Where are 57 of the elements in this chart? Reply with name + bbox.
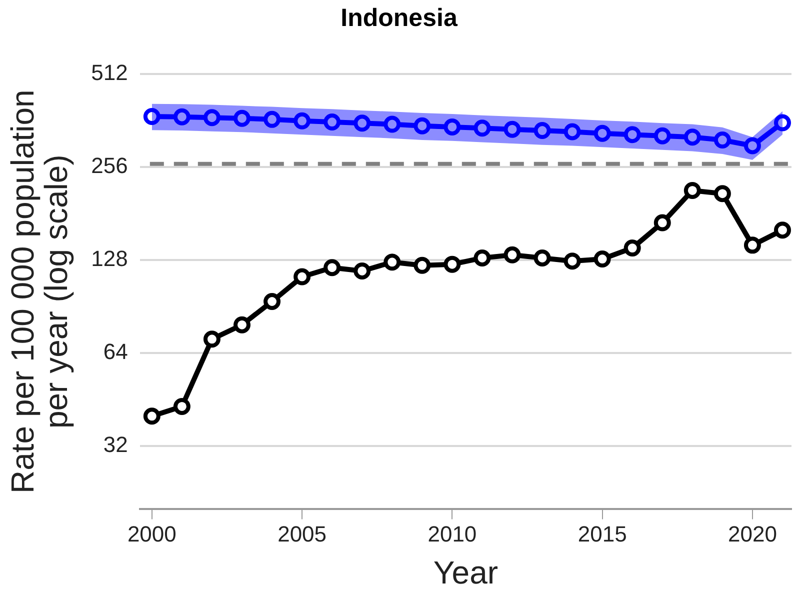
point: [234, 316, 250, 334]
point: [534, 122, 551, 140]
x-tick-label: 2000: [127, 521, 176, 546]
x-tick-label: 2015: [578, 521, 627, 546]
point: [444, 256, 461, 273]
point: [594, 250, 611, 268]
point: [354, 262, 371, 280]
y-tick-label: 128: [91, 246, 128, 272]
point: [234, 110, 250, 127]
x-tick-label: 2020: [728, 521, 777, 546]
point: [384, 116, 401, 133]
point: [654, 214, 671, 232]
point: [624, 126, 641, 144]
point: [264, 292, 281, 310]
y-axis-title: Rate per 100 000 population per year (log scale): [4, 90, 74, 494]
point: [504, 120, 521, 138]
point: [143, 108, 160, 126]
point: [444, 118, 461, 136]
x-axis-title: Year: [433, 554, 498, 591]
point: [173, 398, 190, 415]
point: [564, 123, 581, 140]
point: [624, 240, 641, 257]
point: [414, 256, 431, 274]
point: [474, 120, 491, 137]
point: [203, 330, 220, 348]
y-tick-label: 64: [103, 339, 128, 364]
point: [143, 408, 160, 425]
x-tick-label: 2005: [278, 521, 327, 546]
point: [384, 254, 401, 271]
y-tick-label: 512: [91, 60, 128, 86]
point: [684, 182, 701, 199]
point: [684, 128, 701, 146]
point: [774, 222, 791, 239]
point: [324, 259, 341, 276]
point: [534, 249, 551, 266]
y-tick-label: 32: [103, 432, 128, 458]
point: [504, 246, 521, 264]
point: [173, 108, 190, 126]
y-tick-label: 256: [91, 153, 128, 178]
x-tick-label: 2010: [428, 521, 477, 546]
point: [294, 268, 311, 286]
point: [203, 109, 220, 126]
point: [594, 124, 611, 142]
point: [264, 110, 281, 128]
point: [744, 236, 761, 254]
point: [414, 117, 431, 134]
point: [774, 114, 791, 132]
point: [294, 112, 311, 130]
point: [654, 127, 671, 144]
point: [714, 132, 731, 149]
point: [354, 114, 371, 132]
point: [714, 185, 731, 202]
chart-title: Indonesia: [340, 4, 458, 32]
point: [324, 114, 341, 131]
point: [474, 249, 491, 266]
point: [744, 137, 761, 154]
point: [564, 252, 581, 270]
